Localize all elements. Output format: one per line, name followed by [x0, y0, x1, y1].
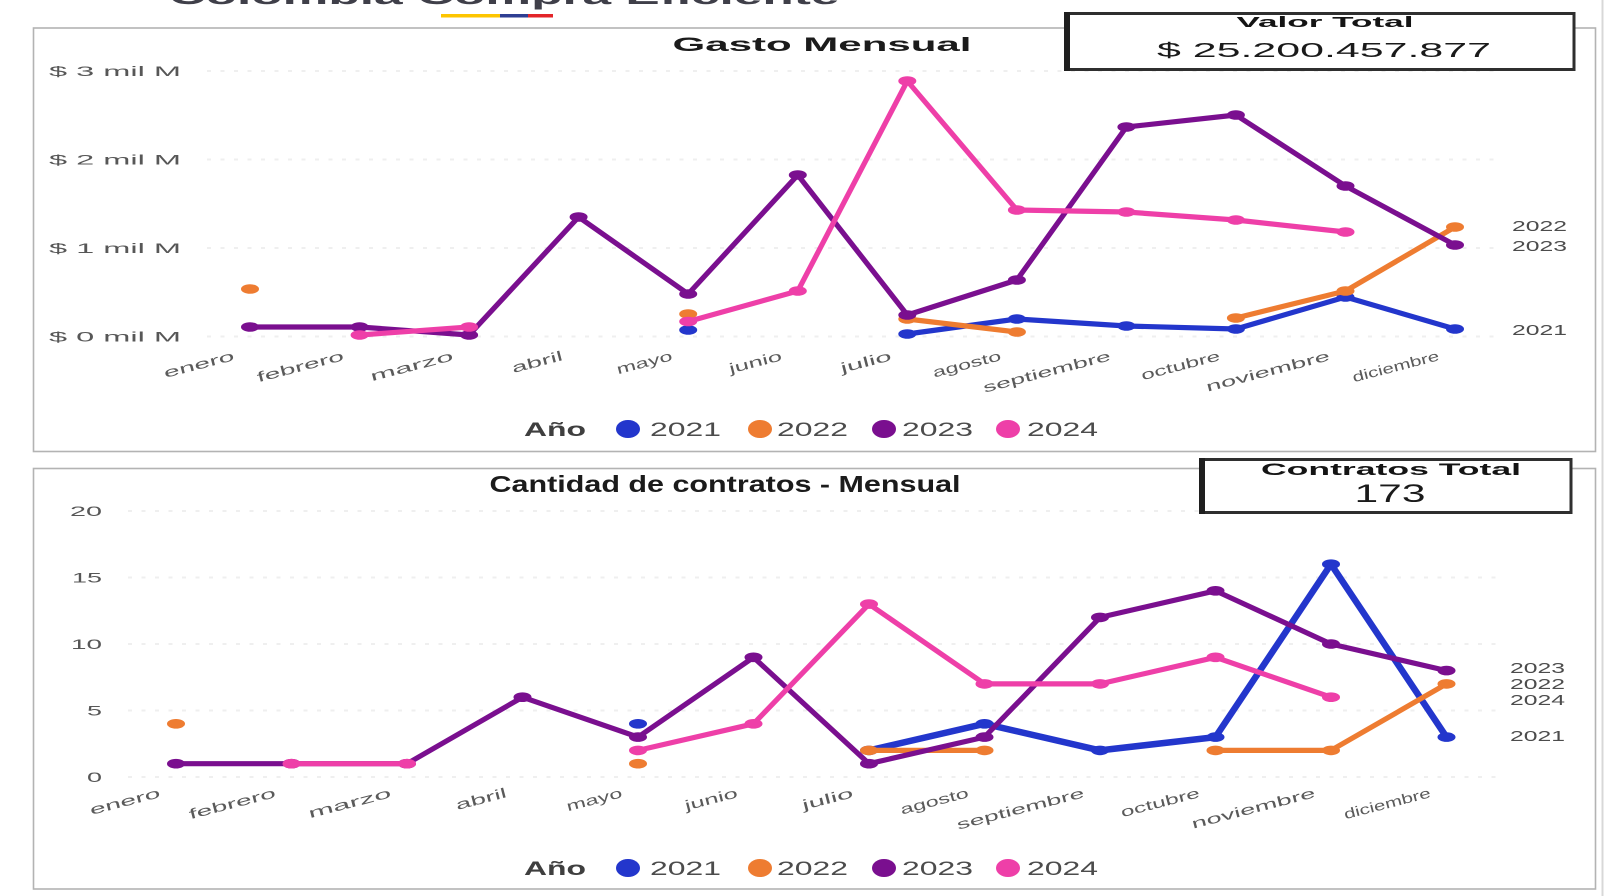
svg-text:$ 3 mil M: $ 3 mil M: [49, 63, 181, 79]
svg-text:$ 2 mil M: $ 2 mil M: [49, 152, 181, 168]
svg-text:20: 20: [70, 503, 102, 519]
svg-text:Colombia Compra Eficiente: Colombia Compra Eficiente: [169, 0, 840, 10]
svg-text:2021: 2021: [650, 420, 721, 441]
svg-text:$ 1 mil M: $ 1 mil M: [49, 240, 181, 256]
svg-text:Año: Año: [524, 420, 586, 441]
svg-text:2024: 2024: [1027, 420, 1099, 441]
svg-text:Valor Total: Valor Total: [1237, 14, 1414, 31]
svg-text:Contratos Total: Contratos Total: [1261, 460, 1521, 479]
svg-text:5: 5: [87, 703, 102, 719]
svg-text:2023: 2023: [1510, 661, 1565, 677]
svg-text:Año: Año: [524, 859, 586, 880]
svg-text:Gasto Mensual: Gasto Mensual: [673, 35, 972, 56]
svg-text:Cantidad de contratos - Mensua: Cantidad de contratos - Mensual: [490, 471, 961, 497]
svg-text:173: 173: [1355, 480, 1426, 508]
svg-text:2022: 2022: [1510, 677, 1565, 693]
svg-text:2024: 2024: [1510, 693, 1565, 709]
svg-text:2022: 2022: [1512, 219, 1567, 235]
svg-text:2023: 2023: [902, 859, 973, 880]
svg-text:10: 10: [71, 636, 102, 652]
svg-text:2021: 2021: [650, 859, 721, 880]
svg-text:$ 25.200.457.877: $ 25.200.457.877: [1157, 40, 1491, 62]
svg-text:$ 0 mil M: $ 0 mil M: [49, 329, 181, 345]
svg-text:2021: 2021: [1512, 323, 1567, 339]
svg-text:2021: 2021: [1510, 729, 1565, 745]
svg-text:2024: 2024: [1027, 859, 1099, 880]
svg-text:2023: 2023: [902, 420, 973, 441]
svg-text:15: 15: [72, 570, 102, 586]
svg-text:0: 0: [87, 769, 102, 785]
svg-text:2023: 2023: [1512, 239, 1567, 255]
svg-text:2022: 2022: [777, 859, 848, 880]
svg-text:2022: 2022: [777, 420, 848, 441]
